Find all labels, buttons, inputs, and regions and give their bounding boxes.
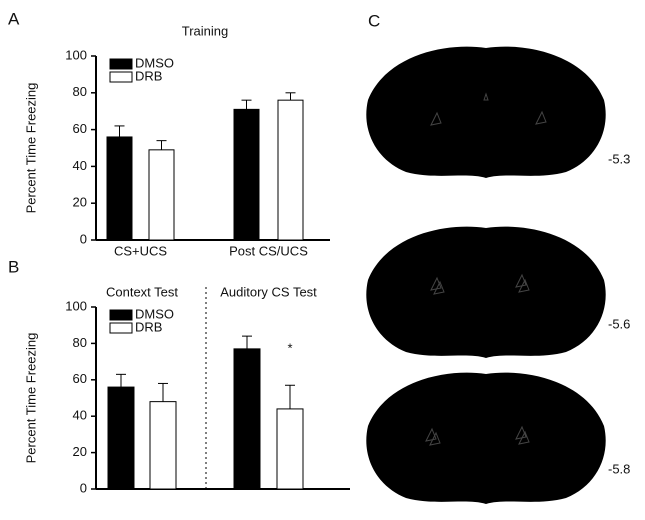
- category-label: Post CS/UCS: [229, 243, 308, 258]
- legend-label: DRB: [135, 319, 162, 334]
- panel-letter: A: [8, 9, 20, 28]
- legend-swatch: [109, 309, 133, 321]
- panel-letter: B: [8, 257, 19, 276]
- bar-chart: B Percent Time Freezing 0 20 40 60 80 100 Contex…: [8, 257, 350, 495]
- brain-section: [366, 46, 606, 178]
- section-level: -5.8: [608, 461, 630, 476]
- bar: [148, 149, 175, 241]
- bar: [149, 401, 177, 490]
- y-tick-label: 60: [73, 121, 87, 136]
- category-label: Context Test: [106, 284, 178, 299]
- section-level: -5.3: [608, 151, 630, 166]
- y-tick-label: 80: [73, 335, 87, 350]
- brain-section: [366, 226, 606, 358]
- bar-chart: A Training Percent Time Freezing 0 20 40 60 80 1…: [8, 9, 330, 258]
- bar: [233, 108, 260, 241]
- legend-label: DMSO: [135, 306, 174, 321]
- y-tick-label: 60: [73, 371, 87, 386]
- y-tick-label: 20: [73, 195, 87, 210]
- y-tick-label: 40: [73, 158, 87, 173]
- y-tick-label: 0: [80, 231, 87, 246]
- bar: [277, 99, 304, 241]
- brain-section: [366, 372, 606, 504]
- category-label: CS+UCS: [114, 243, 167, 258]
- panel-letter: C: [368, 11, 380, 30]
- annotation: *: [287, 340, 292, 355]
- bar: [106, 136, 133, 241]
- atlas-labels: -5.3 -5.6 -5.8: [608, 151, 630, 476]
- y-axis-label: Percent Time Freezing: [23, 333, 38, 464]
- y-tick-label: 0: [80, 480, 87, 495]
- category-label: Auditory CS Test: [220, 284, 317, 299]
- y-tick-label: 40: [73, 408, 87, 423]
- legend-swatch: [109, 71, 133, 83]
- y-tick-label: 80: [73, 84, 87, 99]
- legend-swatch: [109, 58, 133, 70]
- chart-title: Training: [182, 23, 228, 38]
- y-tick-label: 100: [65, 47, 87, 62]
- legend-label: DRB: [135, 68, 162, 83]
- y-tick-label: 20: [73, 444, 87, 459]
- section-level: -5.6: [608, 316, 630, 331]
- y-tick-label: 100: [65, 298, 87, 313]
- y-axis-label: Percent Time Freezing: [23, 83, 38, 214]
- bar: [107, 386, 135, 490]
- charts: A Training Percent Time Freezing 0 20 40 60 80 1…: [8, 9, 350, 495]
- bar: [276, 408, 304, 490]
- legend-swatch: [109, 322, 133, 334]
- bar: [233, 348, 261, 490]
- legend-label: DMSO: [135, 55, 174, 70]
